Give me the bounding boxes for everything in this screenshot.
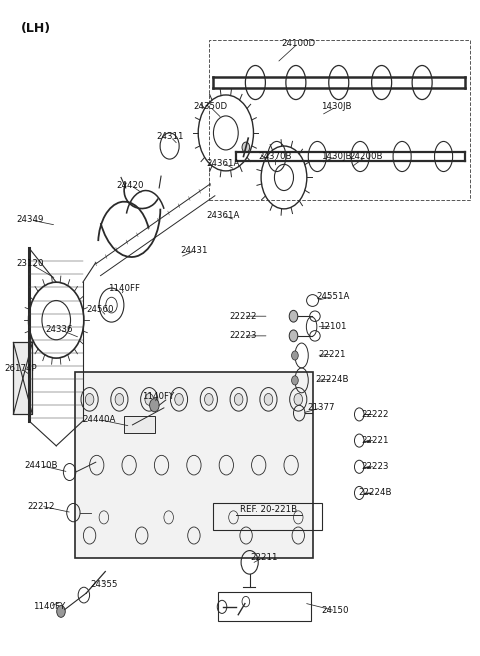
Text: 1140FF: 1140FF [108,284,140,293]
Circle shape [150,399,159,412]
Text: 24420: 24420 [117,181,144,190]
Text: 22223: 22223 [362,462,389,471]
Circle shape [289,310,298,322]
Circle shape [175,394,183,405]
Circle shape [291,376,298,385]
Circle shape [145,394,154,405]
Circle shape [204,394,213,405]
Bar [124,417,156,433]
Text: 24361A: 24361A [206,211,240,220]
Text: 22221: 22221 [319,350,346,359]
Bar [75,372,312,558]
Text: 24551A: 24551A [316,292,349,301]
Bar [218,592,311,621]
Text: 24150: 24150 [322,606,349,615]
Text: 22211: 22211 [250,552,278,562]
Text: 24440A: 24440A [83,415,116,424]
Text: 1430JB: 1430JB [321,102,352,112]
Text: 24100D: 24100D [281,39,315,48]
Text: 22224B: 22224B [316,375,349,384]
Text: 24355: 24355 [90,580,118,589]
Circle shape [294,394,302,405]
Text: 23120: 23120 [17,259,44,268]
Circle shape [115,394,124,405]
Text: 22222: 22222 [230,312,257,321]
Circle shape [85,394,94,405]
Circle shape [234,394,243,405]
Text: 1140FY: 1140FY [142,392,174,401]
Bar [209,40,470,200]
Circle shape [57,605,65,617]
Text: 12101: 12101 [319,322,346,331]
Text: 24431: 24431 [180,246,208,255]
Text: 24336: 24336 [45,325,73,334]
Text: 1140FY: 1140FY [34,602,66,611]
Bar [214,503,322,529]
Text: 21377: 21377 [307,403,335,413]
Circle shape [242,142,250,153]
Text: 24370B: 24370B [259,152,292,161]
Text: 24361A: 24361A [206,159,240,167]
Bar [13,342,33,415]
Text: 24200B: 24200B [349,152,383,161]
Text: 22221: 22221 [362,436,389,445]
Text: 24311: 24311 [157,133,184,141]
Text: 24560: 24560 [87,305,114,314]
Circle shape [291,351,298,360]
Text: 24349: 24349 [17,215,44,224]
Text: 22222: 22222 [362,410,389,419]
Text: 1430JB: 1430JB [321,152,352,161]
Text: REF. 20-221B: REF. 20-221B [240,506,297,514]
Text: 24350D: 24350D [193,102,227,112]
Circle shape [289,330,298,342]
Text: 22223: 22223 [230,331,257,340]
Circle shape [264,394,273,405]
Text: 22224B: 22224B [359,489,392,497]
Text: 22212: 22212 [27,502,55,510]
Text: 26174P: 26174P [5,364,37,373]
Text: 24410B: 24410B [24,461,58,470]
Text: (LH): (LH) [21,22,51,35]
